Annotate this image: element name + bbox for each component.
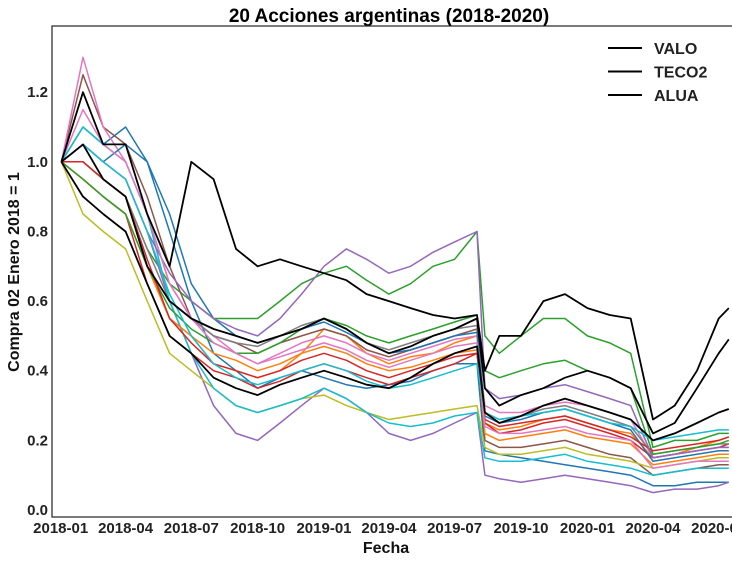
series-line-3	[60, 126, 729, 487]
x-tick-label: 2020-04	[625, 520, 681, 537]
x-tick-label: 2018-07	[164, 520, 219, 537]
legend-label: ALUA	[654, 88, 699, 105]
y-tick-label: 0.0	[27, 502, 48, 519]
series-line-1	[60, 143, 730, 435]
chart-title: 20 Acciones argentinas (2018-2020)	[229, 6, 549, 27]
y-tick-label: 0.2	[27, 432, 48, 449]
x-tick-label: 2018-04	[98, 520, 154, 537]
x-tick-label: 2019-07	[427, 520, 482, 537]
legend: VALO TECO2 ALUA	[608, 41, 707, 105]
y-tick-labels: 0.0 0.2 0.4 0.6 0.8 1.0 1.2	[27, 84, 49, 519]
series-line-2	[60, 161, 730, 442]
series-layer	[60, 56, 730, 494]
series-line-16	[61, 161, 730, 452]
y-tick-label: 0.6	[27, 293, 48, 310]
x-tick-label: 2020-07	[691, 520, 732, 537]
y-tick-label: 1.2	[27, 84, 48, 101]
legend-label: TECO2	[654, 65, 707, 82]
x-tick-label: 2018-10	[230, 520, 285, 537]
series-line-18	[60, 108, 729, 469]
x-tick-label: 2019-10	[493, 520, 548, 537]
x-tick-label: 2018-01	[33, 520, 88, 537]
x-tick-label: 2019-04	[361, 520, 417, 537]
y-tick-label: 1.0	[27, 154, 48, 171]
x-tick-label: 2020-01	[560, 520, 615, 537]
series-line-13	[60, 143, 729, 463]
y-tick-label: 0.8	[27, 224, 48, 241]
series-line-11	[60, 161, 729, 469]
series-line-17	[60, 143, 729, 459]
x-tick-labels: 2018-01 2018-04 2018-07 2018-10 2019-01 2019-…	[33, 520, 732, 537]
y-axis-label: Compra 02 Enero 2018 = 1	[6, 172, 23, 372]
x-axis-label: Fecha	[363, 540, 409, 557]
series-line-14	[60, 161, 729, 466]
series-line-0	[60, 91, 730, 421]
series-line-5	[61, 161, 729, 449]
plot-frame	[51, 25, 732, 518]
series-line-12	[60, 126, 729, 476]
x-tick-label: 2019-01	[296, 520, 351, 537]
y-tick-label: 0.4	[27, 363, 49, 380]
legend-label: VALO	[654, 41, 697, 58]
